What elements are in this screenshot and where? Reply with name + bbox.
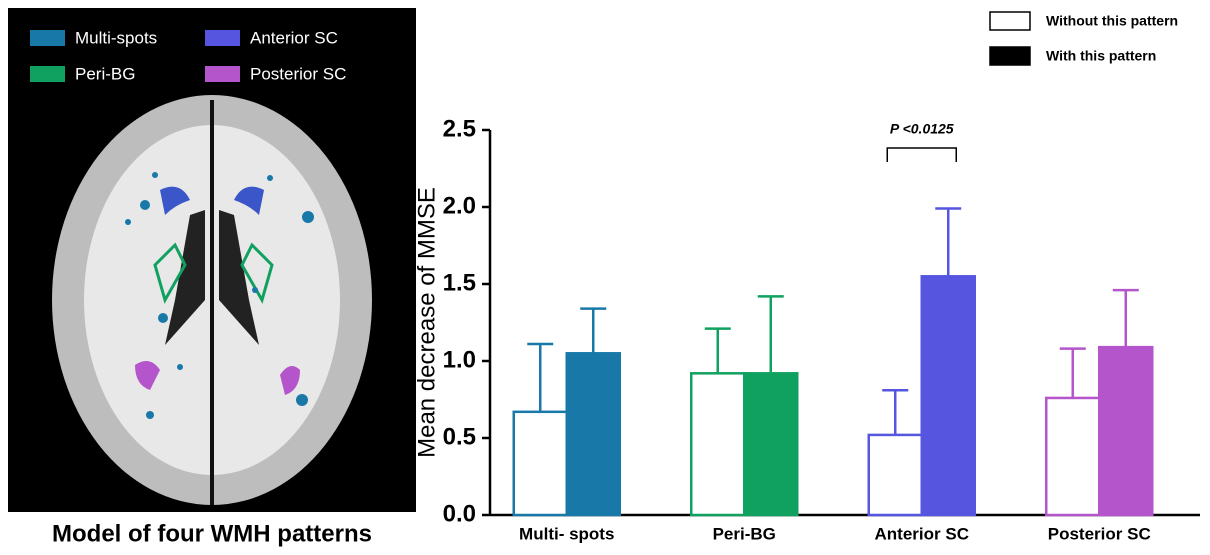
y-tick-label: 0.5 bbox=[443, 423, 476, 450]
y-tick-label: 1.5 bbox=[443, 269, 476, 296]
bar bbox=[1099, 347, 1152, 515]
significance-bracket bbox=[887, 148, 956, 162]
legend-swatch bbox=[30, 30, 65, 46]
legend-label: Peri-BG bbox=[75, 64, 135, 83]
legend-label: Multi-spots bbox=[75, 28, 157, 47]
error-bar bbox=[527, 344, 553, 412]
legend-swatch bbox=[990, 12, 1030, 30]
brain-panel: Multi-spots Peri-BG Anterior SC Posterio… bbox=[8, 8, 416, 547]
figure: Multi-spots Peri-BG Anterior SC Posterio… bbox=[0, 0, 1210, 550]
legend-swatch bbox=[205, 30, 240, 46]
annotation: P <0.0125 bbox=[890, 121, 954, 137]
y-tick-label: 2.0 bbox=[443, 192, 476, 219]
error-bar bbox=[758, 296, 784, 373]
x-tick-label: Peri-BG bbox=[713, 524, 776, 543]
x-tick-label: Anterior SC bbox=[875, 524, 969, 543]
legend-label: With this pattern bbox=[1046, 48, 1156, 64]
legend-label: Without this pattern bbox=[1046, 13, 1178, 29]
x-tick-label: Posterior SC bbox=[1048, 524, 1151, 543]
bar bbox=[744, 373, 797, 515]
error-bar bbox=[882, 390, 908, 435]
error-bar bbox=[705, 329, 731, 374]
bar bbox=[922, 276, 975, 515]
legend-swatch bbox=[205, 66, 240, 82]
legend-swatch bbox=[30, 66, 65, 82]
caption: Model of four WMH patterns bbox=[52, 520, 372, 547]
error-bar bbox=[1060, 349, 1086, 398]
error-bar bbox=[935, 209, 961, 277]
bar bbox=[567, 353, 620, 515]
y-tick-label: 0.0 bbox=[443, 500, 476, 527]
y-tick-label: 1.0 bbox=[443, 346, 476, 373]
x-tick-label: Multi- spots bbox=[519, 524, 614, 543]
legend-label: Posterior SC bbox=[250, 64, 346, 83]
bar bbox=[1046, 398, 1099, 515]
error-bar bbox=[580, 309, 606, 354]
y-tick-label: 2.5 bbox=[443, 115, 476, 142]
error-bar bbox=[1113, 290, 1139, 347]
legend-label: Anterior SC bbox=[250, 28, 338, 47]
bar bbox=[691, 373, 744, 515]
bar bbox=[514, 412, 567, 515]
bar bbox=[869, 435, 922, 515]
chart: 0.0 0.5 1.0 1.5 2.0 2.5 Mean decrease of MMSE M… bbox=[413, 12, 1200, 543]
y-axis-label: Mean decrease of MMSE bbox=[413, 187, 440, 458]
legend-swatch bbox=[990, 47, 1030, 65]
